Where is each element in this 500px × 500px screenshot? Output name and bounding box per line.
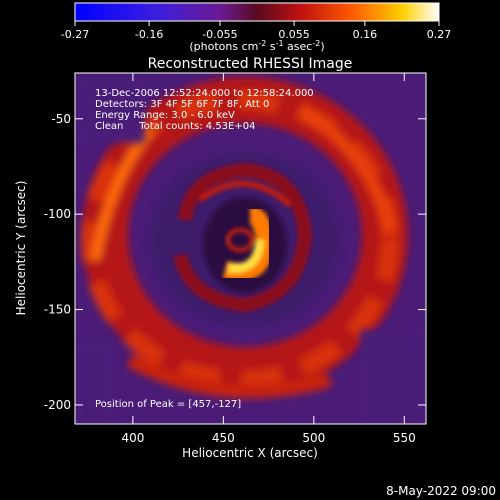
y-axis-ticks: -50 -100 -150 -200: [44, 112, 426, 412]
y-tick-label: -200: [44, 398, 71, 412]
chart-title: Reconstructed RHESSI Image: [148, 56, 353, 72]
colorbar-units: (photons cm-2 s-1 asec-2): [189, 39, 324, 53]
colorbar-tick-label: -0.27: [61, 28, 89, 41]
x-axis-label: Heliocentric X (arcsec): [182, 446, 318, 460]
colorbar-tick-label: 0.27: [427, 28, 452, 41]
colorbar-tick-label: -0.055: [202, 28, 237, 41]
plot-frame: [74, 72, 427, 425]
y-tick-label: -150: [44, 303, 71, 317]
y-tick-label: -50: [51, 112, 71, 126]
heatmap-image: [75, 73, 426, 424]
x-tick-label: 400: [121, 431, 144, 445]
annotation-line-3: Energy Range: 3.0 - 6.0 keV: [95, 110, 235, 121]
x-axis-ticks: 400 450 500 550: [121, 73, 416, 445]
annotation-line-2: Detectors: 3F 4F 5F 6F 7F 8F, Att 0: [95, 99, 269, 110]
colorbar: [74, 2, 440, 22]
colorbar-tick-label: 0.16: [353, 28, 378, 41]
annotation-block: 13-Dec-2006 12:52:24.000 to 12:58:24.000…: [95, 88, 314, 132]
colorbar-tick-label: -0.16: [135, 28, 163, 41]
y-tick-label: -100: [44, 207, 71, 221]
y-axis-label: Heliocentric Y (arcsec): [14, 181, 28, 316]
colorbar-tick-label: 0.055: [278, 28, 310, 41]
annotation-line-4: Clean Total counts: 4.53E+04: [95, 121, 255, 132]
x-tick-label: 550: [393, 431, 416, 445]
peak-position-label: Position of Peak = [457,-127]: [95, 399, 241, 410]
x-tick-label: 500: [302, 431, 325, 445]
x-tick-label: 450: [212, 431, 235, 445]
annotation-line-1: 13-Dec-2006 12:52:24.000 to 12:58:24.000: [95, 88, 314, 99]
footer-date: 8-May-2022 09:00: [386, 484, 496, 498]
colorbar-ticks: -0.27 -0.16 -0.055 0.055 0.16 0.27: [61, 21, 451, 41]
